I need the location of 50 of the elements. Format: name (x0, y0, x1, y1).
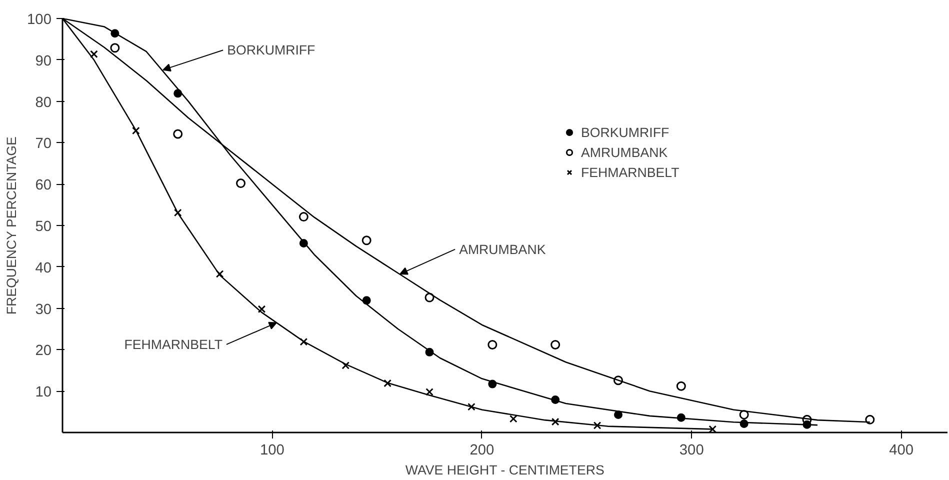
legend-label: BORKUMRIFF (581, 124, 670, 140)
point (551, 418, 560, 426)
point (614, 410, 622, 419)
x-tick-label: 400 (889, 442, 914, 458)
y-tick-label: 50 (35, 219, 52, 235)
point (132, 126, 140, 135)
point (362, 236, 372, 246)
y-tick-label: 60 (35, 178, 52, 194)
point (550, 340, 560, 350)
point (593, 422, 602, 430)
point (424, 292, 434, 302)
annotation: FEHMARNBELT (124, 336, 222, 352)
y-tick-label: 80 (35, 94, 52, 111)
x-axis-title: WAVE HEIGHT - CENTIMETERS (405, 462, 604, 478)
point (236, 178, 246, 188)
point (90, 50, 98, 58)
y-tick-label: 90 (35, 53, 52, 70)
point (676, 381, 686, 391)
point (708, 425, 717, 432)
point (173, 129, 183, 139)
annotation: BORKUMRIFF (227, 42, 316, 58)
point (613, 376, 623, 386)
x-tick-label: 200 (470, 442, 494, 458)
point (488, 340, 498, 350)
point (342, 362, 350, 370)
point (739, 410, 749, 420)
point (802, 414, 812, 424)
legend-label: AMRUMBANK (581, 144, 668, 160)
point (174, 208, 182, 217)
point (509, 414, 518, 423)
x-tick-label: 300 (679, 442, 704, 458)
point (298, 212, 308, 222)
y-tick-label: 30 (35, 302, 52, 318)
y-tick-label: 20 (35, 343, 52, 360)
y-tick-label: 40 (35, 260, 52, 276)
point (468, 402, 476, 411)
point (216, 270, 224, 278)
y-tick-label: 10 (35, 384, 52, 401)
y-tick-label: 100 (27, 12, 52, 28)
point (258, 305, 266, 314)
annotation: AMRUMBANK (459, 242, 546, 257)
x-tick-label: 100 (260, 442, 284, 458)
point (426, 388, 434, 396)
point (110, 43, 120, 53)
legend-label: FEHMARNBELT (581, 164, 680, 180)
point (300, 338, 308, 346)
y-tick-label: 70 (35, 136, 52, 152)
point (384, 379, 392, 388)
point (865, 414, 875, 424)
y-axis-title: FREQUENCY PERCENTAGE (4, 136, 20, 315)
